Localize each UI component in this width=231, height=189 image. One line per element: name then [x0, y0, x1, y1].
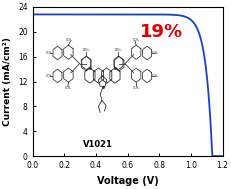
- Y-axis label: Current (mA/cm²): Current (mA/cm²): [3, 37, 12, 126]
- Text: V1021: V1021: [83, 140, 112, 149]
- X-axis label: Voltage (V): Voltage (V): [96, 176, 158, 186]
- Text: 19%: 19%: [140, 23, 182, 41]
